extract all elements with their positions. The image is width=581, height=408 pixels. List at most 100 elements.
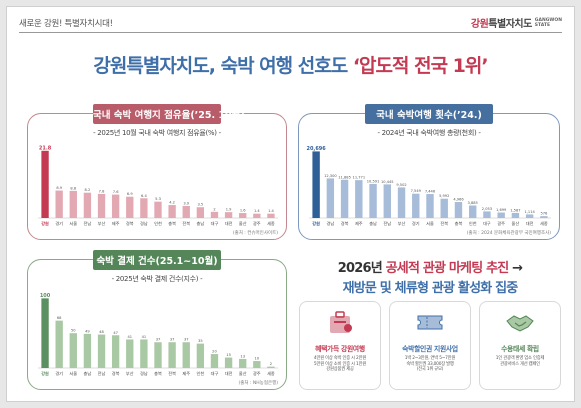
chart-category-label: 서울 (69, 370, 77, 377)
chart-value-label: 37 (170, 338, 175, 342)
chart-value-label: 6.4 (141, 194, 147, 198)
chart-value-label: 20,696 (306, 146, 326, 152)
chart-value-label: 576 (540, 212, 548, 216)
chart-value-label: 7.6 (113, 190, 119, 194)
card-voucher: 숙박할인권 지원사업 1박 2~3만원, 연박 5~7만원 숙박 할인권 33,… (389, 301, 471, 390)
chart-value-label: 12,300 (324, 174, 337, 178)
payments-panel-tag: 숙박 결제 건수(25.1~10월) (93, 250, 221, 270)
chart-bar (412, 193, 420, 218)
card-line: 4만원 이상 숙박 인증 시 2만원 (313, 356, 367, 361)
brand-english: GANGWON STATE (535, 18, 562, 28)
promo-line-1: 2026년 공세적 관광 마케팅 추진 → (299, 257, 561, 276)
chart-bar (97, 193, 106, 218)
chart-category-label: 강원 (312, 220, 320, 227)
arrow-right-icon: → (508, 261, 523, 276)
chart-bar (154, 201, 162, 218)
chart-value-label: 49 (85, 329, 90, 333)
brand-en-2: STATE (534, 22, 551, 28)
chart-value-label: 2,053 (482, 207, 492, 211)
chart-bar (69, 190, 77, 218)
card-title: 수용태세 확립 (501, 345, 539, 353)
suitcase-icon (330, 311, 352, 333)
chart-category-label: 경기 (55, 220, 63, 227)
chart-bar (312, 151, 320, 218)
chart-category-label: 경북 (341, 220, 349, 227)
chart-category-label: 울산 (239, 220, 247, 226)
card-line: 관광서비스 개선 캠페인 (500, 361, 540, 367)
chart-category-label: 경기 (412, 220, 420, 227)
chart-bar (540, 216, 548, 218)
card-line: 강원상품권 제공 (326, 367, 354, 372)
chart-category-label: 제주 (112, 220, 120, 227)
chart-value-label: 15 (226, 353, 231, 357)
chart-category-label: 부산 (398, 220, 406, 227)
chart-category-label: 인천 (469, 220, 477, 226)
trips-panel-subtitle: - 2024년 국내 숙박여행 총량(천회) - (377, 129, 481, 137)
chart-value-label: 37 (156, 338, 161, 342)
chart-value-label: 11,771 (353, 176, 366, 180)
chart-value-label: 35 (198, 339, 203, 343)
headline-highlight: ‘압도적 전국 1위’ (352, 55, 489, 77)
chart-value-label: 4.2 (169, 201, 175, 205)
chart-bar (525, 214, 534, 218)
chart-value-label: 1.4 (268, 209, 274, 213)
chart-value-label: 1.6 (240, 209, 246, 213)
brand-logo: 강원특별자치도 GANGWON STATE (470, 15, 562, 31)
chart-category-label: 충남 (196, 220, 204, 226)
chart-bar (469, 205, 477, 218)
chart-value-label: 1,587 (510, 208, 520, 212)
card-line: 숙박 할인권 33,000장 발행 (406, 361, 454, 367)
chart-value-label: 8.8 (70, 186, 76, 190)
chart-value-label: 1.4 (254, 209, 260, 213)
chart-bar (69, 333, 77, 368)
chart-bar (97, 334, 106, 368)
chart-value-label: 4,966 (453, 198, 464, 202)
chart-bar (497, 212, 505, 218)
chart-bar (224, 357, 233, 368)
chart-category-label: 경남 (140, 370, 148, 376)
chart-category-label: 세종 (540, 220, 548, 227)
chart-bar (397, 187, 406, 218)
brand-prefix: 강원 (470, 19, 489, 30)
chart-value-label: 68 (57, 316, 62, 320)
payments-chart: 100 강원 68 경기 50 서울 49 충남 48 전남 47 경북 41 부산 41 경남 37 충북 37 전… (38, 293, 278, 377)
chart-category-label: 울산 (239, 370, 247, 376)
chart-category-label: 전남 (383, 220, 391, 226)
payments-panel: 숙박 결제 건수(25.1~10월) - 2025년 숙박 결제 건수(지수) … (27, 250, 287, 390)
top-bar: 새로운 강원! 특별자치시대! 강원특별자치도 GANGWON STATE (19, 15, 562, 33)
chart-category-label: 충북 (154, 370, 162, 377)
chart-category-label: 대전 (526, 220, 534, 227)
share-source: (출처 : 컨슈머인사이트) (232, 231, 278, 236)
card-line: 5만원 이상 소비 인증 시 1만원 (313, 361, 367, 367)
chart-bar (267, 366, 275, 368)
chart-category-label: 인천 (154, 220, 162, 226)
chart-value-label: 47 (113, 331, 118, 335)
chart-value-label: 50 (71, 329, 76, 333)
payments-source: (출처 : NH농협은행) (238, 381, 278, 386)
payments-panel-subtitle: - 2025년 숙박 결제 건수(지수) - (111, 275, 203, 283)
chart-bar (182, 205, 190, 218)
chart-category-label: 충북 (455, 220, 463, 227)
chart-category-label: 대구 (211, 370, 219, 377)
chart-category-label: 인천 (196, 370, 204, 376)
chart-category-label: 강원 (41, 220, 49, 227)
promo-year: 2026년 (337, 261, 386, 276)
chart-bar (253, 213, 261, 218)
chart-value-label: 6.9 (127, 192, 133, 196)
chart-category-label: 경북 (112, 370, 120, 377)
chart-bar (111, 335, 120, 368)
chart-category-label: 광주 (253, 220, 261, 227)
card-line: 1인 관광객 환영 업소 인증제 (495, 356, 545, 361)
chart-category-label: 대전 (225, 370, 233, 377)
chart-value-label: 1,114 (524, 210, 535, 214)
chart-value-label: 9,502 (396, 183, 406, 187)
chart-value-label: 37 (184, 338, 189, 342)
chart-bar (126, 339, 134, 368)
chart-value-label: 5,992 (439, 194, 449, 198)
chart-category-label: 전북 (440, 220, 448, 227)
card-line: 1박 2~3만원, 연박 5~7만원 (404, 356, 456, 361)
chart-bar (224, 212, 233, 218)
chart-category-label: 세종 (267, 220, 275, 227)
chart-bar (55, 320, 63, 368)
chart-bar (454, 202, 463, 218)
